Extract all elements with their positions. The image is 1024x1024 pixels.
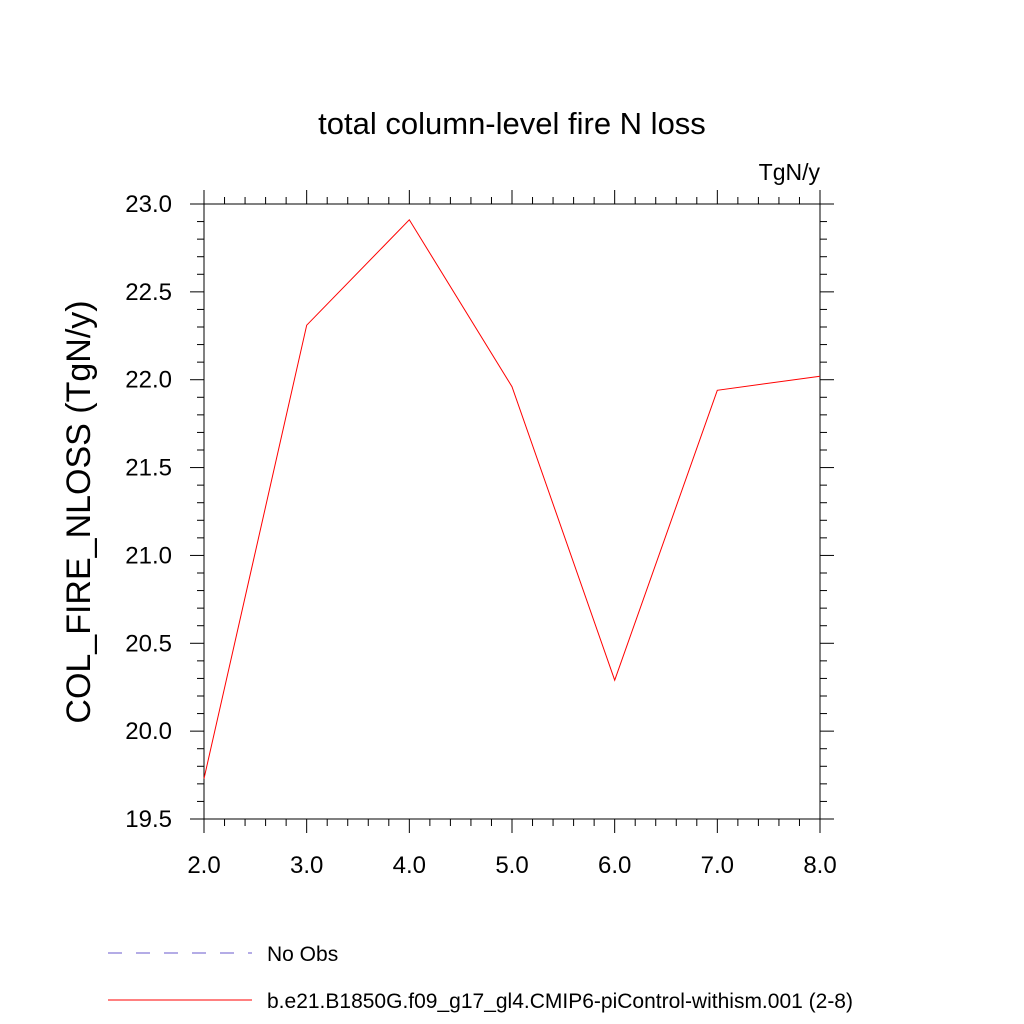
chart-title: total column-level fire N loss bbox=[318, 106, 706, 141]
y-tick-label: 21.0 bbox=[125, 542, 172, 569]
x-tick-label: 6.0 bbox=[598, 852, 631, 879]
y-tick-label: 23.0 bbox=[125, 191, 172, 218]
series-line-0 bbox=[203, 218, 821, 779]
x-tick-label: 8.0 bbox=[803, 852, 836, 879]
axes: 2.0 3.0 4.0 5.0 6.0 7.0 8.0 19.5 20.0 20.5 21.0 21.… bbox=[125, 190, 837, 879]
x-tick-label: 3.0 bbox=[290, 852, 323, 879]
x-tick-label: 2.0 bbox=[187, 852, 220, 879]
y-tick-label: 20.5 bbox=[125, 630, 172, 657]
y-axis-label: COL_FIRE_NLOSS (TgN/y) bbox=[60, 300, 98, 723]
y-tick-label: 22.0 bbox=[125, 367, 172, 394]
y-tick-label: 20.0 bbox=[125, 718, 172, 745]
plot-frame bbox=[203, 203, 821, 820]
y-tick-label: 19.5 bbox=[125, 806, 172, 833]
y-tick-label: 21.5 bbox=[125, 455, 172, 482]
units-label: TgN/y bbox=[759, 159, 821, 185]
x-tick-label: 4.0 bbox=[393, 852, 426, 879]
x-tick-label: 7.0 bbox=[701, 852, 734, 879]
legend-label-0: b.e21.B1850G.f09_g17_gl4.CMIP6-piControl… bbox=[267, 990, 853, 1013]
legend: No Obs b.e21.B1850G.f09_g17_gl4.CMIP6-piC… bbox=[108, 943, 853, 1013]
y-tick-label: 22.5 bbox=[125, 279, 172, 306]
x-tick-label: 5.0 bbox=[495, 852, 528, 879]
series-layer bbox=[203, 218, 821, 779]
legend-label-1: No Obs bbox=[267, 943, 338, 966]
